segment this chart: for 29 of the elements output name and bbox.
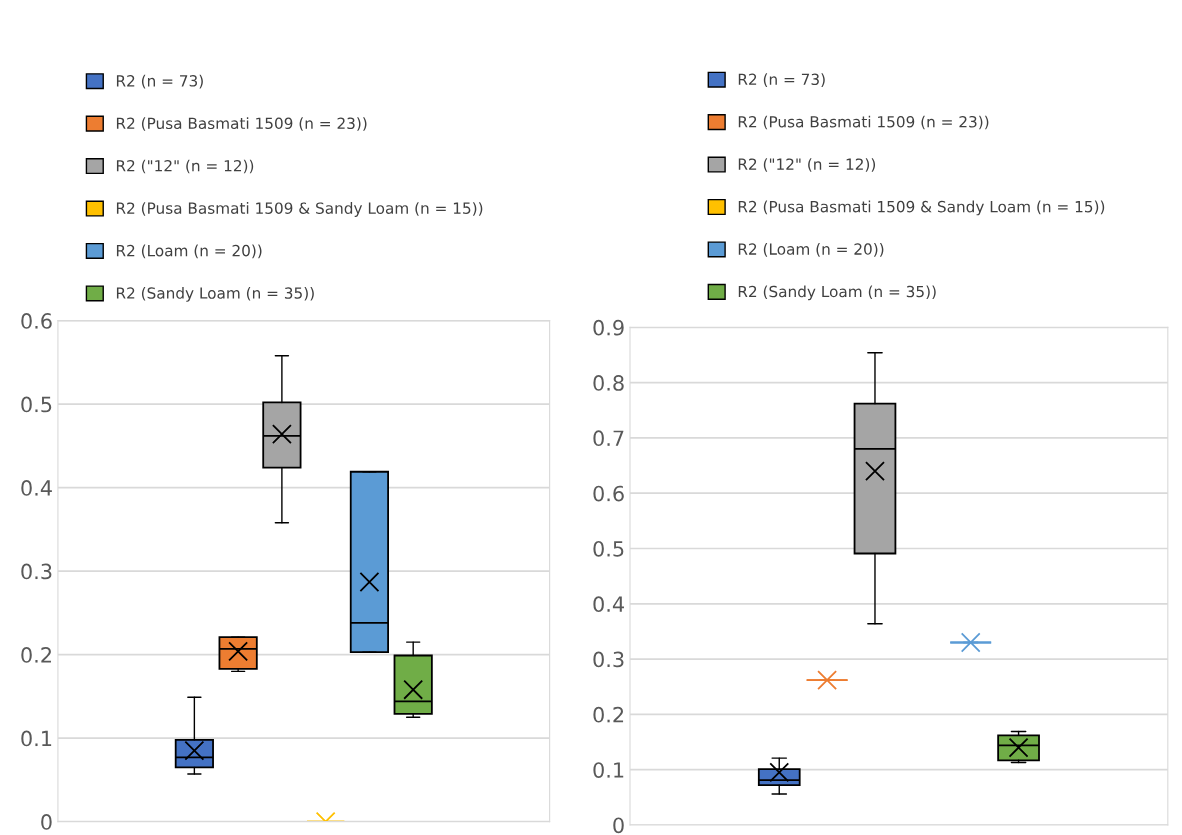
y-tick-label: 0.7 [593, 430, 624, 447]
y-tick-label: 0.2 [593, 706, 624, 723]
legend-label: R2 (Loam (n = 20)) [738, 243, 884, 257]
y-tick-label: 0.6 [21, 313, 52, 329]
y-tick-label: 0.4 [21, 480, 52, 496]
legend-label: R2 (Pusa Basmati 1509 & Sandy Loam (n = 15)) [116, 202, 483, 217]
legend-label: R2 (Pusa Basmati 1509 (n = 23)) [116, 117, 367, 131]
legend-label: R2 (Sandy Loam (n = 35)) [738, 285, 936, 301]
y-tick-label: 0.2 [21, 647, 51, 663]
legend-label: R2 ("12" (n = 12)) [116, 159, 254, 174]
y-tick-label: 0.1 [21, 730, 52, 747]
legend-label: R2 ("12" (n = 12)) [738, 158, 876, 172]
y-tick-label: 0 [41, 814, 52, 830]
y-tick-label: 0.3 [593, 651, 624, 668]
y-tick-label: 0.4 [593, 596, 624, 613]
legend-label: R2 (Pusa Basmati 1509 & Sandy Loam (n = 15)) [738, 200, 1105, 216]
legend-label: R2 (Pusa Basmati 1509 (n = 23)) [738, 115, 989, 130]
legend-label: R2 (Loam (n = 20)) [116, 244, 262, 259]
y-tick-label: 0.1 [593, 762, 624, 778]
y-tick-label: 0.5 [21, 396, 52, 413]
y-tick-label: 0.9 [593, 319, 624, 336]
y-tick-label: 0 [613, 817, 624, 834]
y-tick-label: 0.3 [21, 563, 52, 580]
legend-label: R2 (n = 73) [116, 74, 203, 89]
legend-label: R2 (Sandy Loam (n = 35)) [116, 286, 314, 302]
y-tick-label: 0.6 [593, 485, 624, 502]
y-tick-label: 0.8 [593, 375, 624, 391]
legend-label: R2 (n = 73) [738, 73, 825, 87]
y-tick-label: 0.5 [593, 540, 624, 557]
